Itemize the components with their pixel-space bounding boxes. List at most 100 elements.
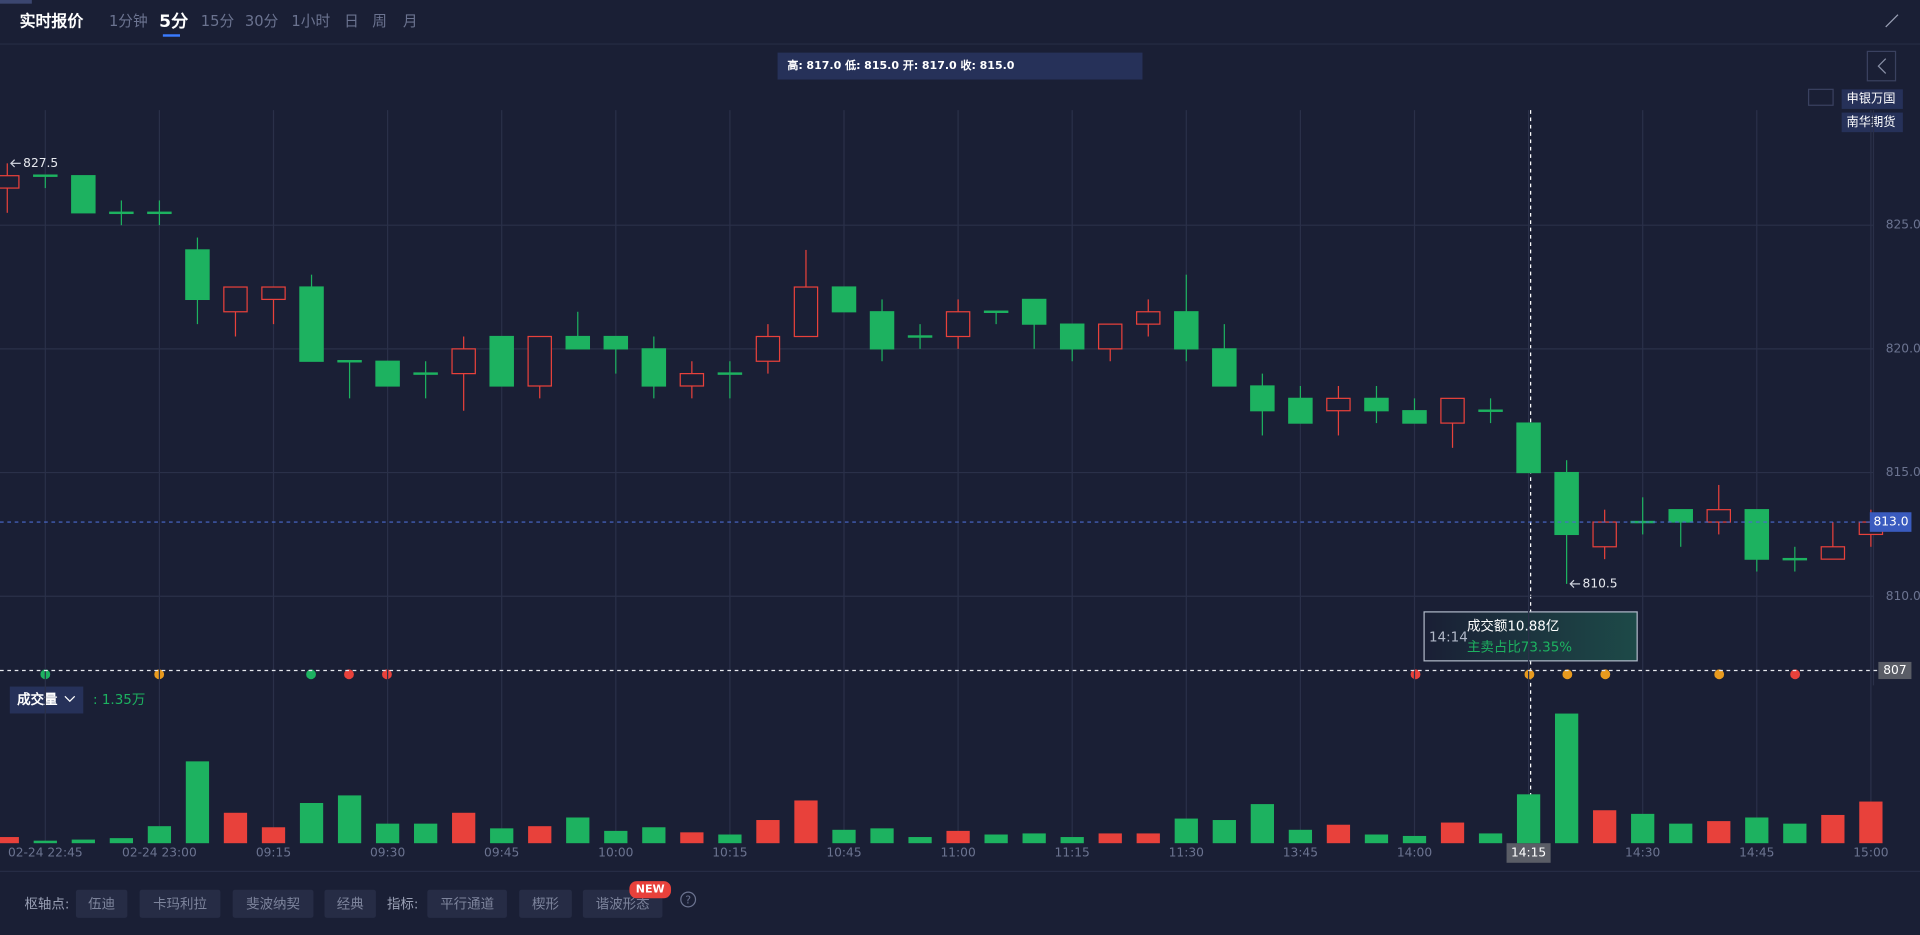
period-tab[interactable]: 1分钟 [109, 13, 148, 30]
event-marker[interactable] [382, 669, 392, 680]
candle-body [1782, 557, 1808, 561]
volume-bar [1098, 833, 1122, 844]
x-tick-label: 11:15 [1055, 845, 1090, 859]
tooltip-line: 主卖占比73.35% [1467, 639, 1572, 655]
candle-body [831, 286, 857, 313]
x-tick-label: 11:30 [1169, 845, 1204, 859]
candle-body [983, 310, 1009, 313]
volume-bar [1364, 834, 1389, 844]
candle-body [1288, 397, 1313, 424]
event-marker[interactable] [1410, 669, 1421, 680]
candle-body [1516, 422, 1541, 474]
x-tick-label: 14:00 [1397, 845, 1432, 859]
broker-tag[interactable] [1841, 112, 1903, 133]
side-button[interactable] [1866, 50, 1897, 82]
candle-body [71, 175, 96, 214]
x-tick-label: 14:15 [1511, 845, 1546, 859]
candle-body [527, 335, 552, 387]
tool-button-label: 卡玛利拉 [153, 896, 207, 912]
collapse-icon[interactable] [1885, 14, 1899, 28]
icon-line [1885, 14, 1899, 28]
candle-body [413, 372, 438, 375]
chevron [1877, 58, 1887, 74]
candle-body [1440, 397, 1465, 424]
candle-body [1402, 410, 1427, 424]
event-marker[interactable] [344, 669, 354, 680]
candle-body [907, 335, 933, 338]
volume-bar [1288, 829, 1313, 844]
candle-body [1820, 546, 1846, 560]
event-markers [40, 669, 1801, 680]
help-icon[interactable] [680, 891, 697, 908]
volume-bar [185, 761, 210, 844]
candle-body [603, 335, 629, 350]
candle-body [1668, 509, 1693, 523]
period-tab[interactable]: 30分 [245, 13, 279, 30]
tool-button[interactable] [427, 889, 507, 918]
y-tick-label: 820.0 [1886, 341, 1920, 355]
period-tab[interactable]: 1小时 [291, 13, 330, 30]
x-tick-label: 09:15 [256, 845, 291, 859]
candle-body [1174, 311, 1199, 350]
x-tick-label: 10:00 [598, 845, 633, 859]
period-tab[interactable]: 日 [344, 13, 359, 30]
candle-body [755, 335, 781, 362]
candle-body [1059, 323, 1085, 350]
volume-bar [71, 839, 95, 844]
candle-body [1097, 323, 1123, 350]
period-tab[interactable]: 周 [372, 13, 387, 30]
x-tick-label: 09:45 [484, 845, 519, 859]
tool-button[interactable] [75, 889, 128, 918]
percent-toggle[interactable] [1807, 88, 1834, 106]
indicator-label: 指标: [387, 896, 418, 912]
event-marker[interactable] [1714, 669, 1725, 680]
period-tab[interactable]: 月 [403, 13, 418, 30]
volume-bar [832, 829, 856, 844]
tooltip-time: 14:14 [1429, 631, 1468, 646]
info-label: 收: [961, 58, 976, 72]
x-tick-label: 13:45 [1283, 845, 1318, 859]
volume-bar [1859, 801, 1883, 844]
volume-bar [756, 820, 780, 844]
volume-name: 成交量 [17, 691, 58, 708]
tool-button[interactable] [324, 889, 376, 918]
corner-tab [0, 0, 32, 4]
volume-bar [1821, 814, 1845, 844]
tool-button[interactable] [519, 889, 572, 918]
event-marker[interactable] [1790, 669, 1801, 680]
help-label: ? [685, 894, 691, 907]
info-label: 低: [844, 58, 860, 72]
volume-bar [1745, 817, 1769, 844]
candle-body [945, 311, 971, 338]
x-tick-label: 15:00 [1853, 845, 1888, 859]
candle-body [109, 211, 134, 215]
candle-body [261, 286, 286, 301]
volume-bar [1593, 810, 1617, 844]
volume-bar [718, 834, 742, 844]
candle-body [1554, 471, 1579, 536]
volume-bar [528, 826, 552, 844]
volume-bar [109, 838, 134, 844]
tool-button[interactable] [232, 889, 314, 918]
crosshair-label-bg [1506, 843, 1551, 863]
info-value: 817.0 [922, 59, 957, 72]
candle-body [1706, 509, 1732, 523]
tool-button-label: 经典 [337, 896, 364, 912]
volume-bar [642, 827, 666, 844]
volume-bar [490, 828, 514, 844]
info-label: 开: [903, 59, 918, 72]
period-tab[interactable]: 5分 [159, 12, 188, 32]
volume-bar [946, 830, 970, 844]
event-marker[interactable] [1524, 669, 1535, 680]
volume-bar [1060, 837, 1084, 844]
event-marker[interactable] [1562, 669, 1573, 680]
volume-current: : 1.35万 [93, 693, 145, 708]
event-marker[interactable] [306, 669, 316, 680]
tool-button[interactable] [139, 889, 221, 918]
period-tab[interactable]: 15分 [201, 13, 235, 30]
broker-tag[interactable] [1841, 89, 1903, 109]
x-tick-label: 10:45 [826, 845, 861, 859]
event-marker[interactable] [1600, 669, 1611, 680]
grid [0, 110, 1875, 844]
